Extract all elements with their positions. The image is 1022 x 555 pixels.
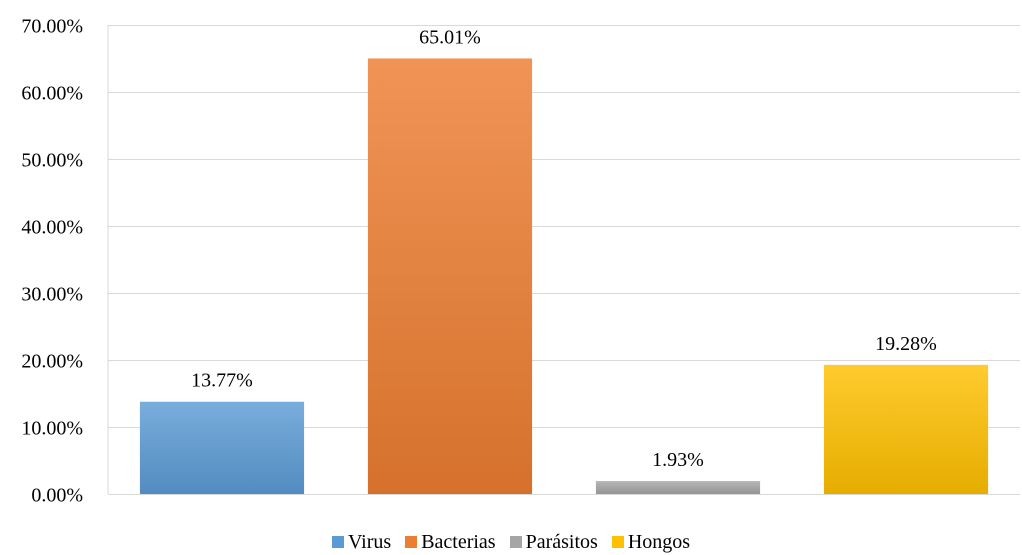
legend-swatch (509, 536, 522, 548)
bars (139, 58, 989, 495)
legend-item: Bacterias (405, 530, 496, 554)
legend-swatch (611, 536, 624, 548)
legend-label: Virus (347, 530, 392, 553)
legend: Virus Bacterias Parásitos Hongos (0, 529, 1022, 555)
legend-label: Bacterias (421, 530, 496, 553)
bar-parásitos (595, 481, 761, 494)
bar-virus (139, 401, 305, 494)
y-tick-label: 40.00% (21, 217, 83, 239)
y-tick-label: 50.00% (21, 150, 83, 172)
legend-label: Parásitos (525, 530, 598, 553)
y-tick-label: 10.00% (21, 418, 83, 440)
y-tick-label: 0.00% (31, 485, 83, 507)
bar-chart: 0.00% 10.00% 20.00% 30.00% 40.00% 50.00% 60.00… (21, 16, 1020, 507)
data-label: 65.01% (419, 26, 481, 48)
y-axis-ticks: 0.00% 10.00% 20.00% 30.00% 40.00% 50.00% 60.00… (21, 16, 83, 507)
bar-hongos (823, 364, 989, 494)
y-tick-label: 70.00% (21, 16, 83, 38)
y-tick-label: 30.00% (21, 284, 83, 306)
legend-swatch (405, 536, 418, 548)
y-tick-label: 20.00% (21, 351, 83, 373)
legend-item: Hongos (611, 530, 691, 554)
legend-swatch (331, 536, 344, 548)
legend-label: Hongos (627, 530, 691, 553)
legend-item: Virus (331, 530, 392, 554)
legend-item: Parásitos (509, 530, 598, 554)
data-label: 1.93% (652, 449, 704, 471)
y-tick-label: 60.00% (21, 83, 83, 105)
bar-bacterias (367, 58, 533, 495)
data-label: 19.28% (875, 333, 937, 355)
data-labels: 13.77% 65.01% 1.93% 19.28% (191, 26, 937, 471)
data-label: 13.77% (191, 370, 253, 392)
